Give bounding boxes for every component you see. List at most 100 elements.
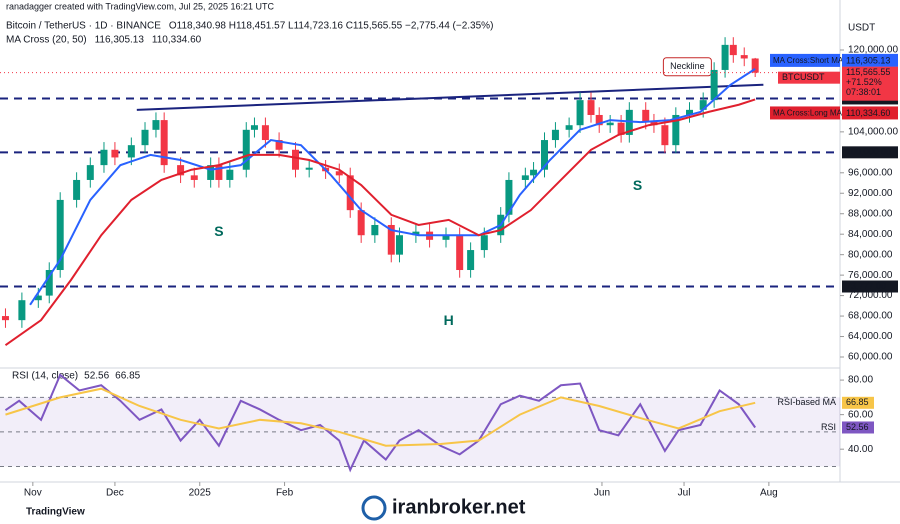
neckline-label: Neckline xyxy=(670,61,705,71)
rsi-value: 52.56 xyxy=(84,371,109,382)
candle-body xyxy=(395,235,403,255)
x-tick-label: Feb xyxy=(276,488,294,499)
watermark: iranbroker.net xyxy=(392,496,526,518)
candle-body xyxy=(551,129,559,141)
candle-body xyxy=(250,125,258,130)
x-tick-label: Jun xyxy=(594,488,610,499)
rsi-tag-value: 66.85 xyxy=(846,397,869,407)
candle-body xyxy=(207,165,215,180)
candle-body xyxy=(73,179,81,200)
level-label: 100,000.00 xyxy=(846,147,891,157)
indicator-value: 116,305.13 xyxy=(95,35,145,46)
y-tick-label: 60.00 xyxy=(848,409,873,420)
candle-body xyxy=(387,224,395,255)
y-tick-label: 68,000.00 xyxy=(848,311,893,322)
candle-body xyxy=(672,114,680,146)
candle-body xyxy=(261,125,269,141)
annotation: S xyxy=(633,177,642,193)
rsi-value: 66.85 xyxy=(115,371,140,382)
ma-line xyxy=(29,68,756,306)
y-tick-label: 120,000.00 xyxy=(848,45,898,56)
watermark-logo xyxy=(361,495,387,521)
currency: USDT xyxy=(848,23,875,34)
candle-body xyxy=(275,140,283,150)
candle-body xyxy=(18,300,26,321)
candle-body xyxy=(335,171,343,176)
candle-body xyxy=(740,55,748,59)
x-tick-label: 2025 xyxy=(189,488,212,499)
candle-body xyxy=(34,295,42,301)
candle-body xyxy=(540,140,548,170)
candle-body xyxy=(215,165,223,180)
x-tick-label: Nov xyxy=(24,488,42,499)
candle-body xyxy=(127,145,135,158)
candle-body xyxy=(152,120,160,130)
rsi-tag xyxy=(842,396,874,409)
candle-body xyxy=(467,250,475,271)
candle-body xyxy=(729,44,737,56)
neckline xyxy=(136,83,764,111)
price-tag xyxy=(770,106,840,120)
candle-body xyxy=(86,165,94,180)
candle-body xyxy=(595,114,603,126)
candle-body xyxy=(480,235,488,251)
tag-name: MA Cross:Long MA xyxy=(773,109,843,118)
price-tag xyxy=(842,53,898,67)
candle-body xyxy=(292,149,300,170)
candle-body xyxy=(1,316,9,321)
y-tick-label: 60,000.00 xyxy=(848,352,893,363)
candle-body xyxy=(305,167,313,170)
tag-name: MA Cross:Short MA xyxy=(773,56,844,65)
y-tick-label: 96,000.00 xyxy=(848,167,893,178)
rsi-tag xyxy=(842,421,874,434)
tag-value: 116,305.13 xyxy=(846,55,890,65)
price-tag-label: 115,565.55 xyxy=(846,67,890,77)
indicator: MA Cross (20, 50) xyxy=(6,35,87,46)
x-tick-label: Dec xyxy=(106,488,124,499)
y-tick-label: 72,000.00 xyxy=(848,290,893,301)
candle-body xyxy=(371,224,379,236)
candle-body xyxy=(686,109,694,115)
y-tick-label: 80,000.00 xyxy=(848,249,893,260)
footer: TradingView xyxy=(26,507,85,518)
level-label: 73,777.00 xyxy=(846,281,886,291)
x-tick-label: Jul xyxy=(678,488,691,499)
symbol-tag xyxy=(778,71,840,84)
candle-body xyxy=(160,120,168,166)
rsi-tag-name: RSI xyxy=(821,422,836,432)
candle-body xyxy=(565,125,573,130)
candle-body xyxy=(587,100,595,115)
candle-body xyxy=(751,58,759,73)
candle-body xyxy=(242,129,250,170)
price-tag-countdown: 07:38:01 xyxy=(846,87,881,97)
candle-body xyxy=(226,169,234,180)
candle-body xyxy=(721,44,729,70)
candle-body xyxy=(456,235,464,271)
candle-body xyxy=(141,129,149,146)
rsi-line xyxy=(5,387,756,447)
symbol-tag-label: BTCUSDT xyxy=(782,72,825,82)
y-tick-label: 80.00 xyxy=(848,375,873,386)
candle-body xyxy=(190,175,198,180)
candle-body xyxy=(45,270,53,296)
candle-body xyxy=(661,125,669,146)
candle-body xyxy=(576,100,584,126)
candle-body xyxy=(505,179,513,215)
ma-line xyxy=(4,98,756,347)
candle-body xyxy=(699,100,707,110)
candle-body xyxy=(412,231,420,236)
indicator-value: 110,334.60 xyxy=(152,35,202,46)
candle-body xyxy=(346,175,354,211)
level-tag xyxy=(842,280,898,293)
rsi-tag-name: RSI-based MA xyxy=(777,397,836,407)
y-tick-label: 40.00 xyxy=(848,444,873,455)
candle-body xyxy=(442,235,450,240)
header: ranadagger created with TradingView.com,… xyxy=(6,1,274,11)
y-tick-label: 88,000.00 xyxy=(848,208,893,219)
y-tick-label: 84,000.00 xyxy=(848,229,893,240)
neckline-callout xyxy=(662,57,712,77)
rsi-tag-value: 52.56 xyxy=(846,422,869,432)
price-tag xyxy=(770,53,840,67)
